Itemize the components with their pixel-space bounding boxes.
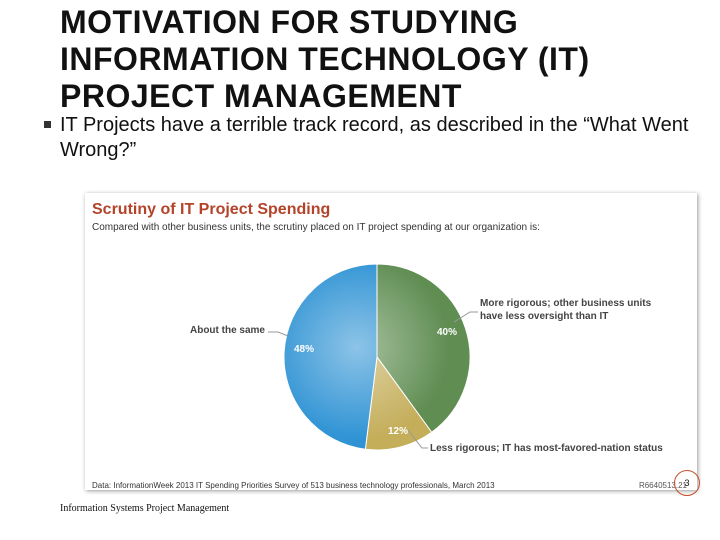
chart: Scrutiny of IT Project Spending Compared…	[85, 193, 697, 490]
category-label: Less rigorous; IT has most-favored-natio…	[430, 443, 663, 454]
title-line: PROJECT MANAGEMENT	[60, 78, 462, 114]
category-label: More rigorous; other business units	[480, 298, 652, 309]
footer: Information Systems Project Management	[60, 503, 230, 514]
category-label: About the same	[190, 325, 265, 336]
chart-subtitle: Compared with other business units, the …	[92, 222, 540, 233]
title-line: INFORMATION TECHNOLOGY (IT)	[60, 41, 590, 77]
chart-source: Data: InformationWeek 2013 IT Spending P…	[92, 481, 495, 490]
category-label: have less oversight than IT	[480, 311, 608, 322]
value-label: 12%	[388, 426, 408, 437]
leader-line	[268, 331, 289, 337]
chart-title: Scrutiny of IT Project Spending	[92, 201, 330, 218]
chart-code: R6640513.21	[639, 481, 688, 490]
value-label: 40%	[437, 327, 457, 338]
bullet-text: IT Projects have a terrible track record…	[60, 114, 689, 161]
leader-line	[407, 429, 428, 449]
leader-line	[453, 311, 478, 323]
page-number: 3	[674, 470, 700, 496]
bullet-marker	[44, 121, 51, 128]
value-label: 48%	[294, 344, 314, 355]
title-line: MOTIVATION FOR STUDYING	[60, 4, 519, 40]
